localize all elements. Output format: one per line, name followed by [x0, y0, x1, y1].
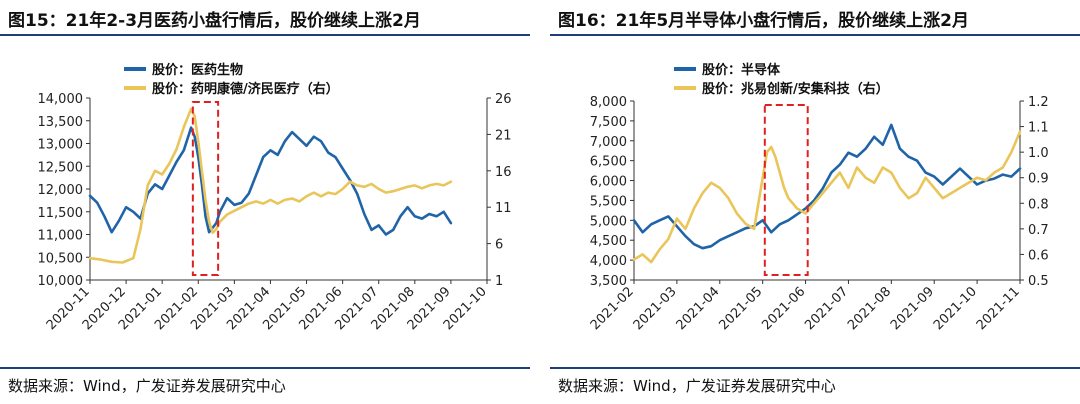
- legend-label-1: 股价：药明康德/济民医疗（右）: [152, 81, 339, 97]
- highlight-box: [191, 101, 220, 276]
- source-rule: [550, 367, 1080, 369]
- y-left-tick-label: 5,500: [590, 194, 627, 209]
- y-right-tick-label: 0.5: [1028, 274, 1049, 289]
- y-left-tick-label: 6,000: [590, 175, 627, 190]
- x-tick-label: 2021-10: [931, 284, 980, 333]
- y-right-tick-label: 1.0: [1028, 146, 1049, 161]
- y-left-tick-label: 11,000: [38, 229, 84, 244]
- y-left-tick-label: 7,500: [590, 115, 627, 130]
- legend-label-1: 股价：兆易创新/安集科技（右）: [702, 81, 889, 97]
- y-right-tick-label: 1.2: [1028, 95, 1049, 110]
- y-right-tick-label: 11: [495, 201, 512, 216]
- y-left-tick-label: 4,500: [590, 234, 627, 249]
- y-right-tick-label: 1.1: [1028, 121, 1049, 136]
- series-line-0: [632, 123, 1022, 250]
- y-left-tick-label: 5,000: [590, 214, 627, 229]
- y-right-tick-label: 16: [495, 165, 512, 180]
- figure-title: 图16：21年5月半导体小盘行情后，股价继续上涨2月: [558, 11, 969, 31]
- y-right-tick-label: 26: [495, 92, 512, 107]
- y-left-tick-label: 4,000: [590, 254, 627, 269]
- figure-16: 图16：21年5月半导体小盘行情后，股价继续上涨2月 3,500 4,000 4,5…: [550, 0, 1080, 404]
- y-right-tick-label: 0.7: [1028, 223, 1049, 238]
- source-note: 数据来源：Wind，广发证券发展研究中心: [558, 377, 836, 395]
- y-left-tick-label: 11,500: [38, 206, 84, 221]
- title-rule: [0, 34, 530, 36]
- x-tick-label: 2021-08: [845, 284, 894, 333]
- x-tick-label: 2021-04: [674, 284, 723, 333]
- series-line-0: [88, 126, 453, 236]
- highlight-box: [763, 104, 809, 276]
- figure-title: 图15：21年2-3月医药小盘行情后，股价继续上涨2月: [8, 11, 421, 31]
- y-right-tick-label: 0.9: [1028, 172, 1049, 187]
- y-left-tick-label: 10,000: [38, 274, 84, 289]
- x-tick-label: 2021-05: [716, 284, 765, 333]
- title-rule: [550, 34, 1080, 36]
- y-left-tick-label: 13,500: [38, 115, 84, 130]
- series-line-1: [88, 107, 453, 264]
- y-right-tick-label: 21: [495, 128, 512, 143]
- legend-label-0: 股价：半导体: [702, 62, 781, 78]
- y-right-tick-label: 0.6: [1028, 248, 1049, 263]
- x-tick-label: 2021-06: [759, 284, 808, 333]
- x-tick-label: 2021-02: [588, 284, 637, 333]
- y-left-tick-label: 10,500: [38, 251, 84, 266]
- y-left-tick-label: 12,500: [38, 160, 84, 175]
- source-rule: [0, 367, 530, 369]
- chart-figure-15: 10,000 10,500 11,000 11,500 12,000 12,500 13,0…: [38, 62, 512, 333]
- y-right-tick-label: 0.8: [1028, 197, 1049, 212]
- figure-15: 图15：21年2-3月医药小盘行情后，股价继续上涨2月 10,000 10,500…: [0, 0, 530, 404]
- y-left-tick-label: 8,000: [590, 95, 627, 110]
- y-left-tick-label: 6,500: [590, 155, 627, 170]
- x-tick-label: 2021-11: [974, 284, 1023, 333]
- y-left-tick-label: 13,000: [38, 138, 84, 153]
- x-tick-label: 2021-09: [888, 284, 937, 333]
- y-left-tick-label: 7,000: [590, 135, 627, 150]
- y-right-tick-label: 1: [495, 274, 503, 289]
- y-left-tick-label: 3,500: [590, 274, 627, 289]
- series-line-1: [632, 130, 1022, 264]
- y-left-tick-label: 12,000: [38, 183, 84, 198]
- y-left-tick-label: 14,000: [38, 92, 84, 107]
- x-tick-label: 2021-07: [802, 284, 851, 333]
- legend-label-0: 股价：医药生物: [152, 62, 243, 78]
- y-right-tick-label: 6: [495, 238, 503, 253]
- x-tick-label: 2021-03: [631, 284, 680, 333]
- source-note: 数据来源：Wind，广发证券发展研究中心: [8, 377, 286, 395]
- chart-figure-16: 3,500 4,000 4,500 5,000 5,500 6,000 6,500 7,000…: [588, 62, 1049, 333]
